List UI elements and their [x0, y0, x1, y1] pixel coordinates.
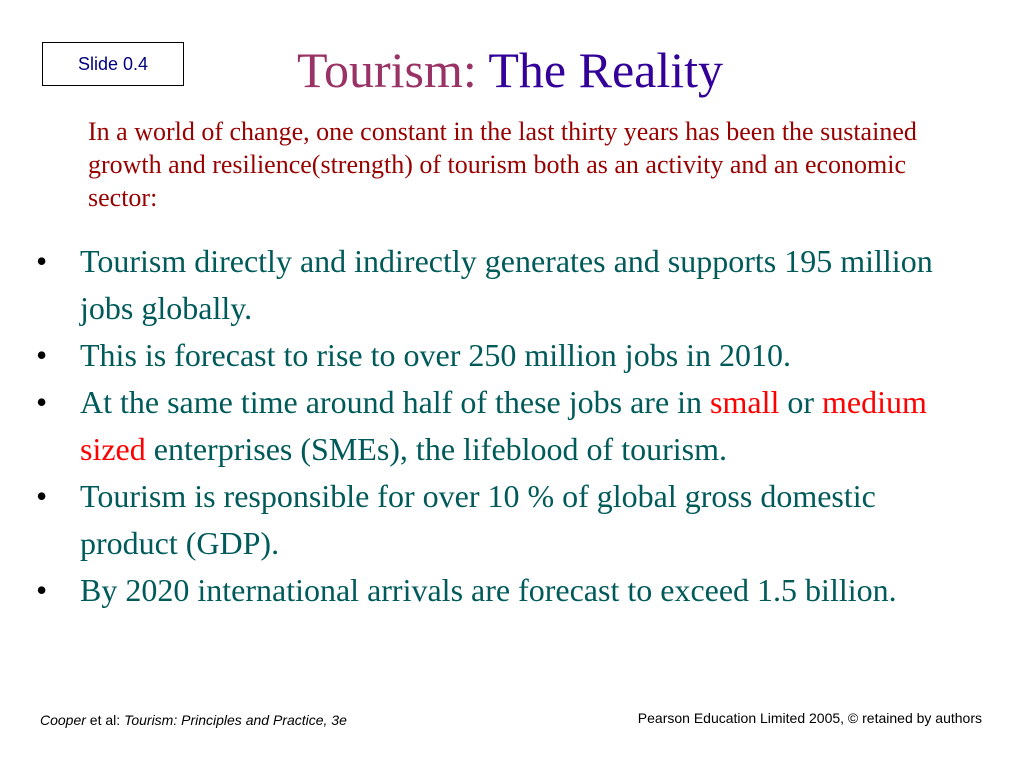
bullet-list: Tourism directly and indirectly generate… [0, 238, 1024, 614]
bullet-item: This is forecast to rise to over 250 mil… [36, 332, 980, 379]
bullet-text: small [710, 384, 780, 420]
bullet-item: Tourism directly and indirectly generate… [36, 238, 980, 332]
footer-copyright: Pearson Education Limited 2005, © retain… [637, 710, 982, 726]
bullet-item: At the same time around half of these jo… [36, 379, 980, 473]
bullet-text: By 2020 international arrivals are forec… [80, 572, 897, 608]
bullet-text: This is forecast to rise to over 250 mil… [80, 337, 792, 373]
citation-part: et al: [85, 712, 125, 728]
slide-title: Tourism: The Reality [200, 40, 820, 100]
bullet-item: By 2020 international arrivals are forec… [36, 567, 980, 614]
bullet-text: Tourism directly and indirectly generate… [80, 243, 933, 326]
bullet-text: At the same time around half of these jo… [80, 384, 711, 420]
bullet-text: medium sized [80, 384, 927, 467]
citation-part: Tourism: Principles and Practice, 3e [124, 712, 347, 728]
intro-text: In a world of change, one constant in th… [88, 117, 917, 212]
title-part: The Reality [488, 42, 724, 98]
slide-label: Slide 0.4 [42, 42, 184, 86]
bullet-text: enterprises (SMEs), the lifeblood of tou… [145, 431, 727, 467]
title-part: Tourism: [296, 42, 489, 98]
citation-part: Cooper [40, 712, 86, 728]
bullet-text: or [779, 384, 823, 420]
footer-citation: Cooper et al: Tourism: Principles and Pr… [40, 712, 347, 728]
bullet-item: Tourism is responsible for over 10 % of … [36, 473, 980, 567]
bullet-text: Tourism is responsible for over 10 % of … [80, 478, 876, 561]
